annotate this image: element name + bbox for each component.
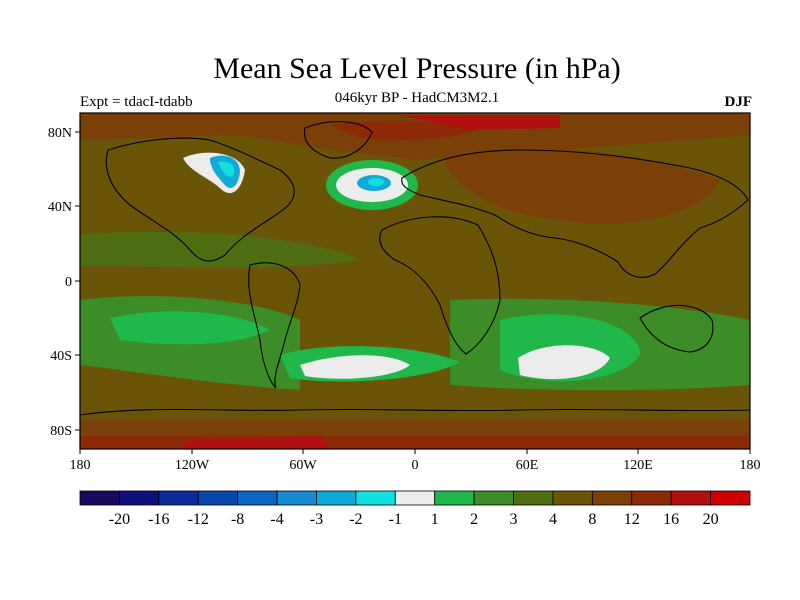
colorbar-label: -2 — [349, 511, 362, 528]
antarctic-high — [80, 436, 750, 449]
lon-tick-label: 120E — [623, 458, 653, 473]
colorbar-label: -20 — [109, 511, 130, 528]
coastlines — [80, 121, 750, 416]
hudson-minus1 — [218, 161, 235, 177]
lon-tick-label: 180 — [740, 458, 761, 473]
colorbar-swatch — [119, 490, 160, 506]
colorbar-swatch — [434, 490, 475, 506]
colorbar-label: -3 — [310, 511, 323, 528]
lat-tick-label: 80S — [50, 424, 72, 439]
colorbar-label: 20 — [703, 511, 719, 528]
greenland-high — [330, 120, 480, 140]
colorbar-swatch — [473, 490, 514, 506]
experiment-label: Expt = tdacI-tdabb — [80, 94, 193, 110]
lat-tick-label: 80N — [48, 126, 72, 141]
south-pacific-positive — [110, 311, 270, 345]
colorbar-label: 2 — [470, 511, 478, 528]
colorbar-swatch — [513, 490, 554, 506]
lat-tick-label: 40N — [48, 200, 72, 215]
colorbar-label: -1 — [389, 511, 402, 528]
lon-tick-label: 180 — [70, 458, 91, 473]
colorbar: -20 -16 -12 -8 -4 -3 -2 -1 1 2 3 4 8 12 16 20 — [79, 490, 751, 528]
colorbar-label: -12 — [188, 511, 209, 528]
colorbar-label: -16 — [148, 511, 169, 528]
colorbar-label: -8 — [231, 511, 244, 528]
antarctic-peak — [180, 436, 330, 449]
arctic-peak — [400, 115, 560, 130]
colorbar-swatch — [710, 490, 751, 506]
colorbar-swatch — [591, 490, 633, 506]
indian-near-zero — [518, 345, 610, 380]
latitude-axis: 80N 40N 0 40S 80S — [48, 126, 80, 439]
north-atlantic-minus1 — [368, 178, 384, 186]
season-label: DJF — [724, 94, 753, 110]
chart-title: Mean Sea Level Pressure (in hPa) — [213, 52, 621, 85]
colorbar-label: 8 — [588, 511, 596, 528]
colorbar-swatch — [276, 490, 317, 506]
lon-tick-label: 60W — [289, 458, 317, 473]
south-atlantic-near-zero — [300, 355, 410, 379]
colorbar-swatch — [316, 490, 357, 506]
colorbar-label: 1 — [431, 511, 439, 528]
colorbar-swatch — [237, 490, 278, 506]
tropical-band — [80, 231, 360, 268]
lat-tick-label: 0 — [65, 275, 72, 290]
colorbar-swatch — [552, 490, 593, 506]
colorbar-label: 16 — [663, 511, 679, 528]
colorbar-swatch — [670, 490, 711, 506]
colorbar-swatch — [158, 490, 199, 506]
longitude-axis: 180 120W 60W 0 60E 120E 180 — [70, 449, 761, 473]
eurasia-high — [440, 146, 720, 224]
colorbar-swatch — [394, 490, 436, 506]
lon-tick-label: 60E — [516, 458, 539, 473]
chart-subtitle: 046kyr BP - HadCM3M2.1 — [334, 90, 500, 106]
lon-tick-label: 0 — [412, 458, 419, 473]
colorbar-swatch — [79, 490, 120, 506]
colorbar-label: 4 — [549, 511, 557, 528]
colorbar-label: 3 — [510, 511, 518, 528]
colorbar-label: -4 — [270, 511, 283, 528]
colorbar-swatch — [197, 490, 239, 506]
lon-tick-label: 120W — [175, 458, 210, 473]
colorbar-label: 12 — [624, 511, 640, 528]
map-field — [80, 113, 750, 449]
colorbar-swatch — [631, 490, 672, 506]
colorbar-swatch — [355, 490, 396, 506]
lat-tick-label: 40S — [50, 349, 72, 364]
